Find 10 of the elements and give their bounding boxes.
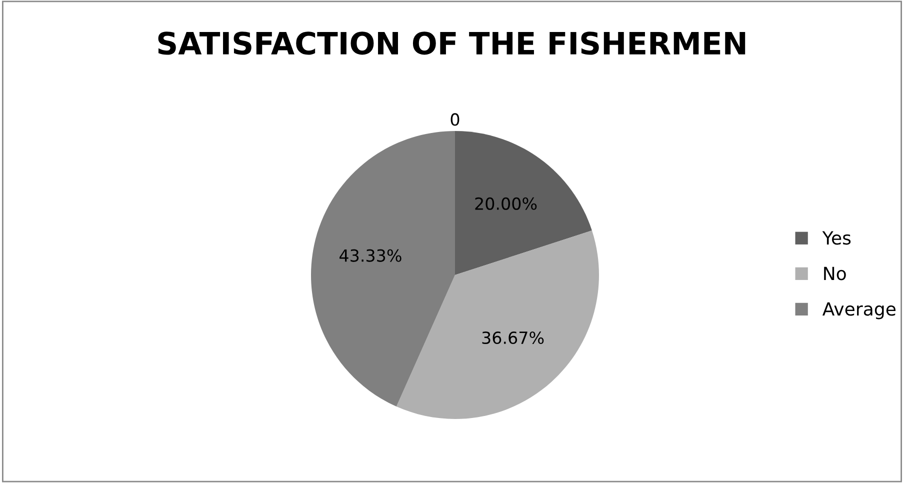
pie-slice [455,131,592,275]
legend-label: No [824,266,846,280]
pie-slice [311,131,455,407]
data-label: 43.33% [340,249,402,262]
chart-title: SATISFACTION OF THE FISHERMEN [158,32,746,55]
data-label: 20.00% [475,197,537,210]
text: 0 [450,113,460,126]
data-label: 36.67% [482,331,544,344]
legend-label: Average [822,302,896,320]
legend-label: Yes [822,231,851,245]
